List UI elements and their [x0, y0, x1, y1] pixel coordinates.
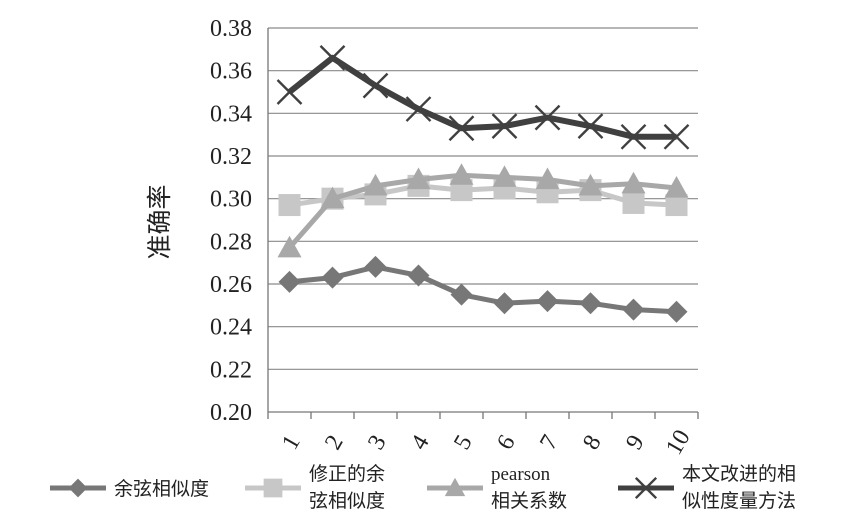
series-1 [278, 255, 688, 323]
legend-label: 余弦相似度 [114, 478, 209, 500]
x-tick-label: 3 [363, 431, 392, 454]
data-point-square [263, 478, 283, 498]
data-point-triangle [406, 167, 431, 190]
y-tick-label: 0.32 [210, 144, 252, 170]
data-point-diamond [278, 270, 301, 293]
series-line [289, 264, 677, 315]
data-point-x [362, 72, 389, 99]
data-point-diamond [321, 266, 344, 289]
data-point-triangle [578, 173, 603, 196]
data-point-x [491, 113, 518, 139]
series-line [287, 54, 677, 140]
x-tick-label: 6 [492, 431, 521, 454]
data-point-x [620, 123, 647, 150]
data-point-x [405, 96, 432, 122]
legend-label: 似性度量方法 [682, 490, 796, 512]
y-tick-label: 0.30 [210, 187, 252, 213]
x-tick-label: 9 [621, 431, 650, 454]
legend-label: pearson [491, 464, 551, 485]
data-point-diamond [364, 255, 387, 278]
x-tick-label: 10 [661, 426, 696, 460]
y-tick-label: 0.28 [210, 229, 252, 255]
data-point-square [278, 194, 301, 217]
x-tick-label: 2 [320, 431, 349, 454]
series-line [287, 172, 677, 250]
data-point-diamond [450, 283, 473, 306]
legend-item-1: 余弦相似度 [50, 478, 209, 500]
series-group [276, 45, 690, 323]
data-point-x [319, 45, 346, 71]
data-point-x [276, 79, 303, 105]
data-point-square [622, 191, 645, 214]
x-tick-label: 1 [277, 431, 306, 454]
data-point-x [534, 104, 561, 131]
y-tick-label: 0.24 [210, 315, 252, 341]
legend-label: 弦相似度 [309, 490, 385, 512]
data-point-triangle [621, 171, 646, 194]
data-point-diamond [665, 300, 688, 323]
data-point-triangle [449, 163, 474, 185]
y-tick-label: 0.34 [210, 101, 252, 127]
x-tick-label: 8 [578, 431, 607, 454]
legend-label: 本文改进的相 [682, 463, 796, 485]
y-tick-label: 0.38 [210, 16, 252, 42]
data-point-triangle [535, 167, 560, 190]
x-tick-labels: 1 2 3 4 5 6 7 8 9 10 [277, 426, 696, 460]
axes [267, 28, 699, 419]
data-point-triangle [363, 173, 388, 196]
series-line [289, 183, 677, 208]
data-point-diamond [407, 264, 430, 287]
data-point-triangle [277, 235, 302, 258]
y-tick-label: 0.22 [210, 357, 252, 383]
legend-label: 修正的余 [309, 463, 385, 485]
data-point-square [665, 194, 688, 217]
series-4 [276, 45, 690, 150]
data-point-triangle [444, 477, 466, 497]
legend-label: 相关系数 [491, 490, 567, 512]
data-point-diamond [68, 478, 88, 498]
data-point-triangle [320, 186, 345, 209]
y-axis-label: 准确率 [145, 184, 174, 259]
data-point-triangle [664, 176, 689, 198]
legend-item-3: pearson 相关系数 [427, 464, 567, 512]
data-point-x [448, 115, 475, 142]
data-point-diamond [493, 292, 516, 315]
x-tick-label: 4 [406, 431, 435, 454]
x-tick-label: 7 [535, 431, 564, 454]
y-tick-label: 0.20 [210, 400, 252, 426]
data-point-triangle [492, 165, 517, 187]
y-tick-label: 0.36 [210, 59, 252, 85]
data-point-diamond [536, 290, 559, 313]
y-tick-label: 0.26 [210, 272, 252, 298]
series-3 [277, 163, 689, 258]
data-point-diamond [622, 298, 645, 321]
data-point-x [577, 113, 604, 139]
data-point-x [663, 123, 690, 150]
data-point-x [634, 476, 658, 500]
x-tick-label: 5 [449, 431, 478, 454]
y-tick-labels: 0.20 0.22 0.24 0.26 0.28 0.30 0.32 0.34 0.36 0.38 [210, 16, 252, 426]
data-point-diamond [579, 292, 602, 315]
